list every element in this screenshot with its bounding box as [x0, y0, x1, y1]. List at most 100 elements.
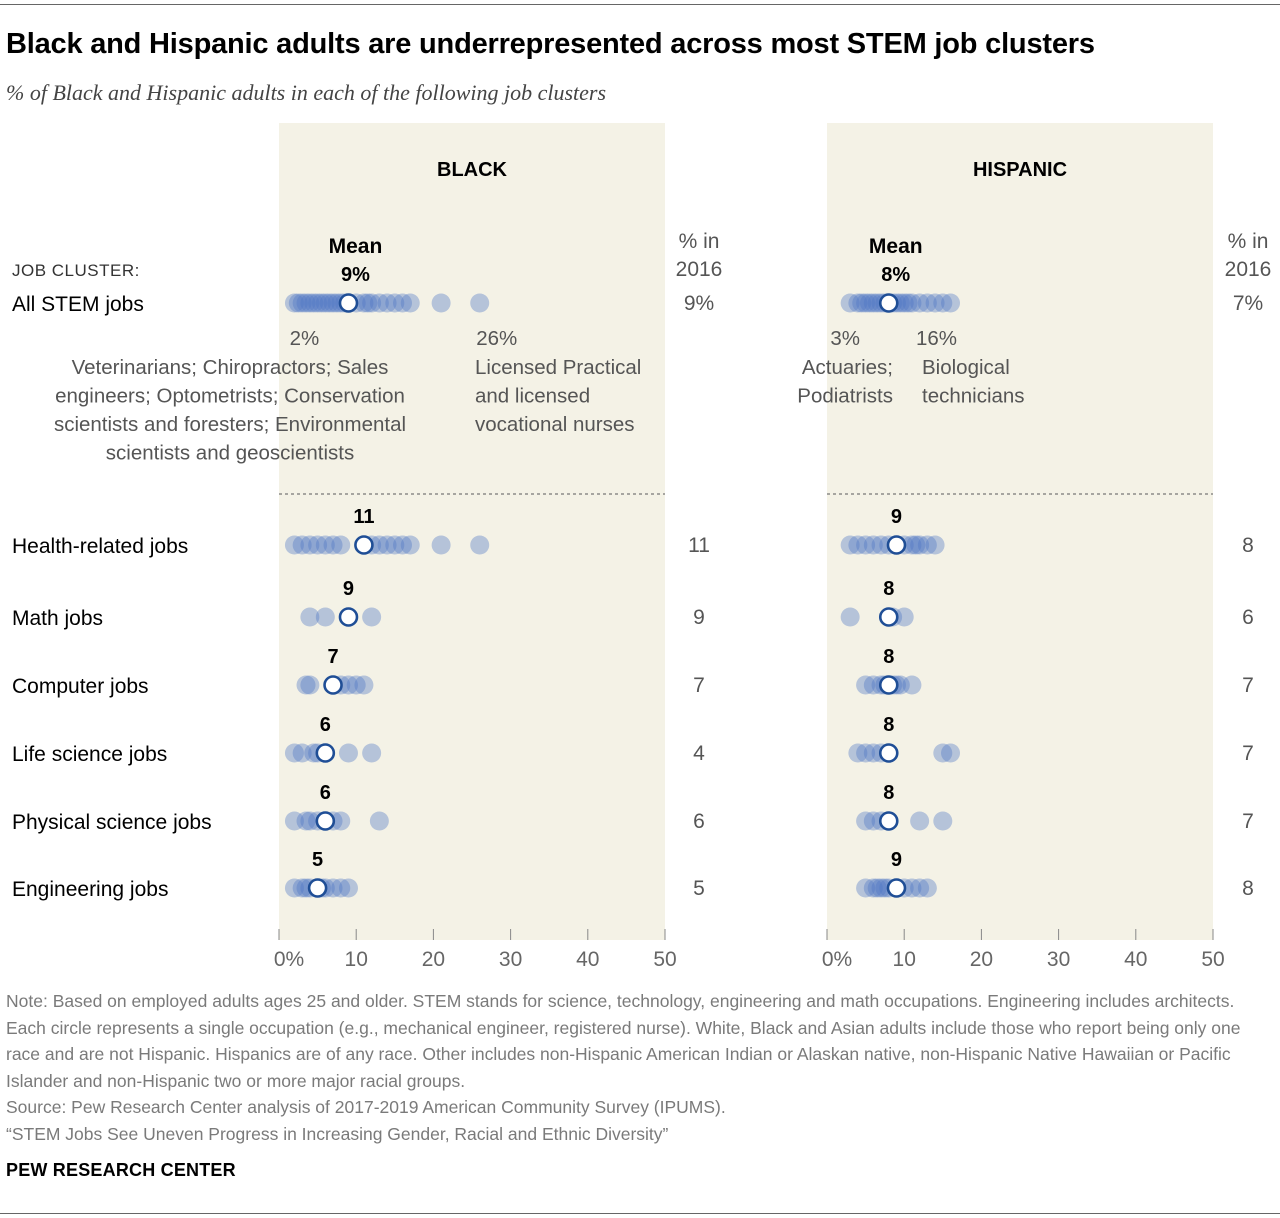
mean-marker [338, 293, 359, 313]
occupation-dot [315, 535, 335, 555]
mean-value-label: 9 [891, 506, 902, 528]
x-tick-label: 10 [345, 948, 368, 971]
range-high-value: 16% [916, 327, 957, 350]
mean-value-label: 8 [883, 578, 894, 600]
occupation-dot [369, 535, 389, 555]
row-label: Engineering jobs [12, 878, 168, 901]
occupation-dot [315, 607, 335, 627]
occupation-dot [377, 535, 397, 555]
x-tick-label: 20 [422, 948, 445, 971]
panel-background-hispanic [827, 123, 1213, 940]
occupation-dot [910, 811, 930, 831]
pct-2016-value: 7% [1233, 292, 1263, 315]
mean-value-label: 9% [341, 264, 370, 286]
occupation-dot [925, 535, 945, 555]
mean-header-label: Mean [329, 235, 383, 258]
range-low-value: 3% [830, 327, 860, 350]
range-high-occupations: and licensed [475, 385, 590, 408]
chart-title: Black and Hispanic adults are underrepre… [6, 28, 1095, 60]
occupation-dot [840, 535, 860, 555]
x-tick-label: 50 [1201, 948, 1224, 971]
row-label: All STEM jobs [12, 293, 144, 316]
occupation-dot [863, 675, 883, 695]
pct-2016-header: % in [679, 230, 720, 253]
occupation-dot [856, 675, 876, 695]
mean-value-label: 9 [343, 578, 354, 600]
occupation-dot [323, 535, 343, 555]
range-low-occupations: scientists and foresters; Environmental [54, 413, 406, 436]
occupation-dot [292, 878, 312, 898]
panel-header: BLACK [437, 159, 508, 181]
occupation-dot [292, 743, 312, 763]
mean-marker [878, 675, 899, 695]
x-tick-label: 0% [274, 948, 304, 971]
occupation-dot [917, 293, 937, 313]
occupation-dot [431, 535, 451, 555]
occupation-dot [902, 675, 922, 695]
occupation-dot [369, 811, 389, 831]
pct-2016-value: 8 [1242, 877, 1254, 900]
x-tick-label: 10 [893, 948, 916, 971]
range-low-occupations: engineers; Optometrists; Conservation [55, 385, 405, 408]
occupation-dot [354, 675, 374, 695]
pct-2016-value: 7 [693, 674, 705, 697]
chart-subtitle: % of Black and Hispanic adults in each o… [6, 80, 607, 105]
mean-marker [878, 607, 899, 627]
mean-marker [878, 811, 899, 831]
occupation-dot [338, 878, 358, 898]
occupation-dot [358, 293, 378, 313]
mean-value-label: 8 [883, 782, 894, 804]
x-tick-label: 30 [1047, 948, 1070, 971]
pct-2016-header: % in [1228, 230, 1269, 253]
pct-2016-value: 7 [1242, 742, 1254, 765]
occupation-dot [338, 675, 358, 695]
occupation-dot [300, 607, 320, 627]
occupation-dot [933, 293, 953, 313]
occupation-dot [840, 293, 860, 313]
occupation-dot [338, 743, 358, 763]
mean-marker [878, 293, 899, 313]
occupation-dot [470, 293, 490, 313]
occupation-dot [848, 535, 868, 555]
pct-2016-value: 6 [693, 810, 705, 833]
occupation-dot [377, 293, 397, 313]
occupation-dot [848, 293, 868, 313]
mean-value-label: 9 [891, 849, 902, 871]
occupation-dot [902, 535, 922, 555]
mean-value-label: 8 [883, 646, 894, 668]
pct-2016-value: 7 [1242, 674, 1254, 697]
occupation-dot [859, 293, 879, 313]
pct-2016-value: 4 [693, 742, 705, 765]
source-text: Source: Pew Research Center analysis of … [6, 1097, 726, 1117]
bottom-rule [0, 1213, 1280, 1214]
range-high-occupations: technicians [922, 385, 1025, 408]
mean-marker [315, 811, 336, 831]
occupation-dot [315, 293, 335, 313]
range-high-value: 26% [476, 327, 517, 350]
occupation-dot [856, 743, 876, 763]
occupation-dot [917, 535, 937, 555]
panel-header: HISPANIC [973, 159, 1067, 181]
mean-value-label: 11 [353, 506, 374, 528]
occupation-dot [400, 293, 420, 313]
notes: Note: Based on employed adults ages 25 a… [6, 988, 1268, 1147]
occupation-dot [863, 535, 883, 555]
occupation-dot [393, 293, 413, 313]
row-label: Life science jobs [12, 743, 167, 766]
occupation-dot [308, 293, 328, 313]
pct-2016-value: 11 [688, 534, 710, 557]
occupation-dot [933, 743, 953, 763]
occupation-dot [292, 293, 312, 313]
occupation-dot [871, 535, 891, 555]
occupation-dot [362, 743, 382, 763]
occupation-dot [296, 675, 316, 695]
occupation-dot [385, 535, 405, 555]
mean-marker [315, 743, 336, 763]
pct-2016-value: 5 [693, 877, 705, 900]
range-low-occupations: Podiatrists [797, 385, 893, 408]
occupation-dot [863, 293, 883, 313]
occupation-dot [319, 293, 339, 313]
occupation-dot [871, 878, 891, 898]
mean-value-label: 6 [320, 782, 331, 804]
occupation-dot [856, 878, 876, 898]
